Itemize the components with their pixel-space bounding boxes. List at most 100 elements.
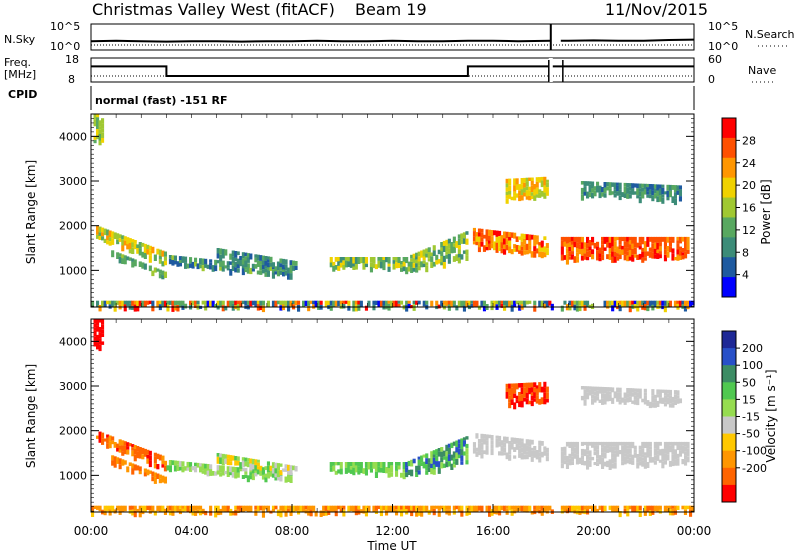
heatmap-cell	[251, 300, 255, 306]
heatmap-cell	[684, 459, 688, 466]
heatmap-cell	[533, 387, 537, 393]
heatmap-cell	[543, 176, 547, 182]
heatmap-cell	[565, 258, 570, 265]
heatmap-cell	[482, 306, 487, 312]
heatmap-cell	[513, 300, 517, 307]
heatmap-cell	[611, 242, 615, 247]
heatmap-cell	[606, 182, 610, 187]
heatmap-cell	[485, 235, 489, 242]
heatmap-cell	[666, 251, 670, 258]
heatmap-cell	[583, 253, 587, 260]
date-label: 11/Nov/2015	[605, 0, 708, 19]
heatmap-cell	[113, 300, 117, 306]
heatmap-cell	[138, 300, 142, 307]
heatmap-cell	[586, 441, 590, 447]
heatmap-cell	[643, 245, 647, 252]
heatmap-cell	[673, 185, 678, 192]
heatmap-cell	[455, 241, 459, 248]
heatmap-cell	[128, 462, 132, 466]
heatmap-cell	[367, 462, 371, 466]
heatmap-cell	[651, 304, 655, 311]
heatmap-cell	[603, 452, 607, 459]
y-tick-label: 3000	[59, 380, 87, 393]
heatmap-cell	[382, 265, 386, 271]
heatmap-cell	[618, 189, 622, 196]
heatmap-cell	[121, 258, 125, 264]
heatmap-cell	[279, 263, 283, 268]
heatmap-cell	[189, 462, 193, 467]
heatmap-cell	[668, 445, 673, 453]
heatmap-cell	[540, 300, 544, 307]
heatmap-cell	[676, 254, 680, 261]
heatmap-cell	[143, 472, 147, 477]
heatmap-cell	[101, 341, 105, 345]
heatmap-cell	[638, 505, 642, 511]
heatmap-cell	[229, 466, 233, 473]
heatmap-cell	[410, 267, 414, 273]
heatmap-cell	[322, 510, 326, 516]
heatmap-cell	[515, 193, 519, 198]
heatmap-cell	[460, 510, 464, 517]
heatmap-cell	[510, 304, 514, 312]
heatmap-cell	[658, 389, 662, 394]
heatmap-cell	[108, 435, 112, 442]
heatmap-cell	[626, 194, 630, 199]
colorbar-swatch	[722, 257, 736, 278]
heatmap-cell	[226, 470, 230, 477]
heatmap-cell	[297, 505, 301, 511]
heatmap-cell	[495, 505, 499, 511]
heatmap-cell	[246, 458, 250, 462]
heatmap-cell	[533, 184, 537, 190]
heatmap-cell	[493, 247, 497, 251]
heatmap-cell	[339, 505, 343, 509]
heatmap-cell	[601, 463, 605, 469]
heatmap-cell	[475, 300, 479, 307]
heatmap-cell	[158, 269, 162, 274]
heatmap-cell	[580, 249, 585, 256]
heatmap-cell	[259, 465, 263, 471]
heatmap-cell	[287, 300, 291, 305]
heatmap-cell	[533, 235, 537, 242]
heatmap-cell	[151, 246, 155, 254]
heatmap-cell	[513, 402, 517, 410]
heatmap-cell	[523, 390, 527, 398]
heatmap-cell	[402, 257, 406, 262]
heatmap-cell	[447, 259, 451, 264]
heatmap-cell	[603, 387, 607, 394]
heatmap-cell	[646, 236, 650, 242]
heatmap-cell	[545, 300, 549, 308]
heatmap-cell	[573, 447, 577, 454]
heatmap-cell	[289, 267, 293, 274]
heatmap-cell	[503, 300, 507, 306]
heatmap-cell	[608, 391, 612, 395]
heatmap-cell	[324, 300, 328, 307]
heatmap-cell	[354, 304, 358, 312]
heatmap-cell	[332, 505, 336, 513]
heatmap-cell	[475, 241, 479, 246]
heatmap-cell	[422, 300, 426, 307]
heatmap-cell	[101, 319, 105, 325]
heatmap-cell	[415, 300, 419, 305]
heatmap-cell	[93, 136, 97, 140]
heatmap-cell	[184, 505, 188, 512]
heatmap-cell	[400, 505, 404, 510]
heatmap-cell	[623, 505, 627, 509]
heatmap-cell	[131, 509, 135, 516]
heatmap-cell	[628, 396, 632, 402]
colorbar-tick-label: 15	[742, 393, 756, 406]
heatmap-cell	[96, 234, 100, 239]
heatmap-cell	[166, 505, 170, 512]
heatmap-cell	[244, 300, 248, 306]
heatmap-cell	[681, 252, 685, 256]
heatmap-cell	[535, 177, 539, 182]
heatmap-cell	[538, 382, 542, 387]
heatmap-cell	[329, 257, 333, 263]
heatmap-cell	[450, 300, 454, 308]
heatmap-cell	[520, 383, 524, 388]
heatmap-cell	[244, 269, 248, 273]
heatmap-cell	[307, 510, 311, 516]
heatmap-cell	[415, 256, 419, 260]
heatmap-cell	[395, 471, 399, 477]
heatmap-cell	[613, 505, 617, 512]
heatmap-cell	[425, 505, 429, 512]
